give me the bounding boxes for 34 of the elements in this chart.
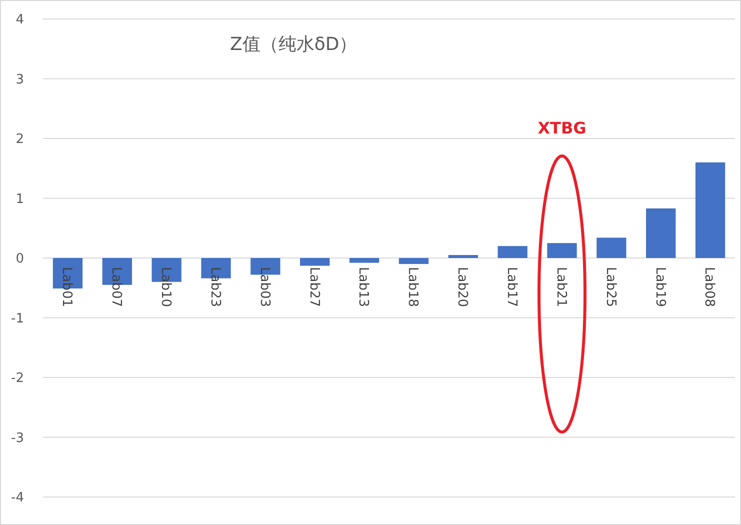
bar	[695, 162, 726, 258]
x-tick-label: Lab10	[158, 267, 174, 308]
x-tick-label: Lab25	[602, 267, 618, 308]
y-tick-label: -2	[11, 371, 24, 386]
bar	[498, 246, 528, 258]
x-tick-label: Lab13	[356, 267, 371, 308]
annotation: XTBG	[538, 118, 586, 138]
x-tick-label: Lab20	[454, 267, 470, 308]
y-tick-label: 3	[16, 72, 24, 88]
x-tick-label: Lab01	[59, 267, 74, 308]
y-tick-label: 1	[16, 192, 24, 207]
x-tick-label: Lab23	[207, 267, 222, 308]
y-tick-label: -4	[11, 490, 24, 506]
y-tick-label: -3	[11, 430, 24, 446]
y-tick-label: 0	[16, 252, 24, 267]
x-tick-label: Lab18	[405, 267, 420, 308]
x-tick-label: Lab17	[504, 267, 520, 308]
x-tick-label: Lab19	[652, 267, 668, 308]
text: Z值（纯水δD）	[230, 34, 358, 55]
bar	[448, 255, 478, 258]
x-tick-label: Lab07	[108, 267, 124, 308]
x-tick-label: Lab21	[553, 267, 568, 308]
x-tick-label: Lab27	[306, 267, 322, 308]
y-tick-label: -1	[11, 311, 24, 326]
y-tick-label: 2	[16, 132, 24, 148]
x-tick-label: Lab08	[702, 267, 717, 308]
bar	[398, 258, 429, 264]
x-tick-label: Lab03	[256, 267, 272, 308]
y-tick-label: 4	[16, 12, 24, 28]
bar	[349, 258, 380, 263]
bar	[547, 243, 577, 258]
bar	[646, 208, 676, 258]
bar	[596, 238, 626, 258]
bar	[300, 258, 330, 266]
